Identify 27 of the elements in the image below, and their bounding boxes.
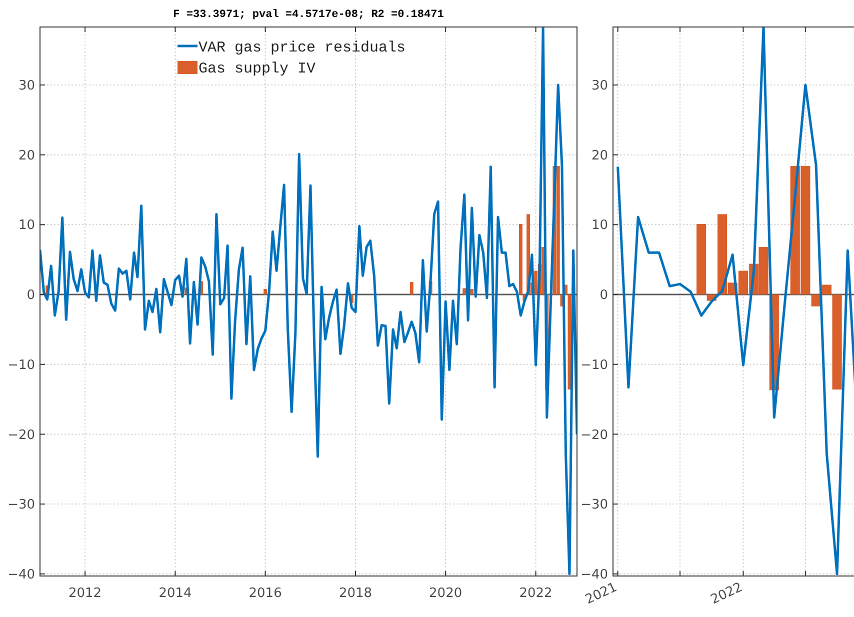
x-tick-label: 2016 <box>248 586 282 601</box>
y-tick-label: 10 <box>591 218 608 234</box>
x-tick-label: 2022 <box>519 586 552 601</box>
x-tick-label: 2022 <box>708 580 745 608</box>
x-tick-label: 2014 <box>158 586 192 601</box>
y-tick-label: −10 <box>580 358 608 373</box>
y-tick-label: −20 <box>580 428 608 443</box>
y-tick-label: 20 <box>18 148 35 164</box>
y-tick-label: −30 <box>580 498 608 513</box>
x-tick-label: 2012 <box>68 586 102 601</box>
y-tick-label: −10 <box>8 358 35 373</box>
y-tick-label: 30 <box>591 78 608 94</box>
chart-title: F =33.3971; pval =4.5717e-08; R2 =0.18471 <box>173 9 444 21</box>
x-tick-label: 2018 <box>338 586 372 601</box>
y-tick-label: 0 <box>26 288 35 304</box>
y-tick-label: 0 <box>600 288 608 304</box>
legend-label: VAR gas price residuals <box>198 39 406 56</box>
y-tick-label: −20 <box>8 428 35 443</box>
y-tick-label: 30 <box>18 78 35 94</box>
y-tick-label: 10 <box>18 218 35 234</box>
y-tick-label: −30 <box>8 498 35 513</box>
x-tick-label: 2020 <box>429 586 462 601</box>
y-tick-label: 20 <box>591 148 608 164</box>
legend-label: Gas supply IV <box>198 60 316 78</box>
y-tick-label: −40 <box>580 567 608 582</box>
y-tick-label: −40 <box>8 567 35 582</box>
x-tick-label: 2021 <box>583 580 620 608</box>
